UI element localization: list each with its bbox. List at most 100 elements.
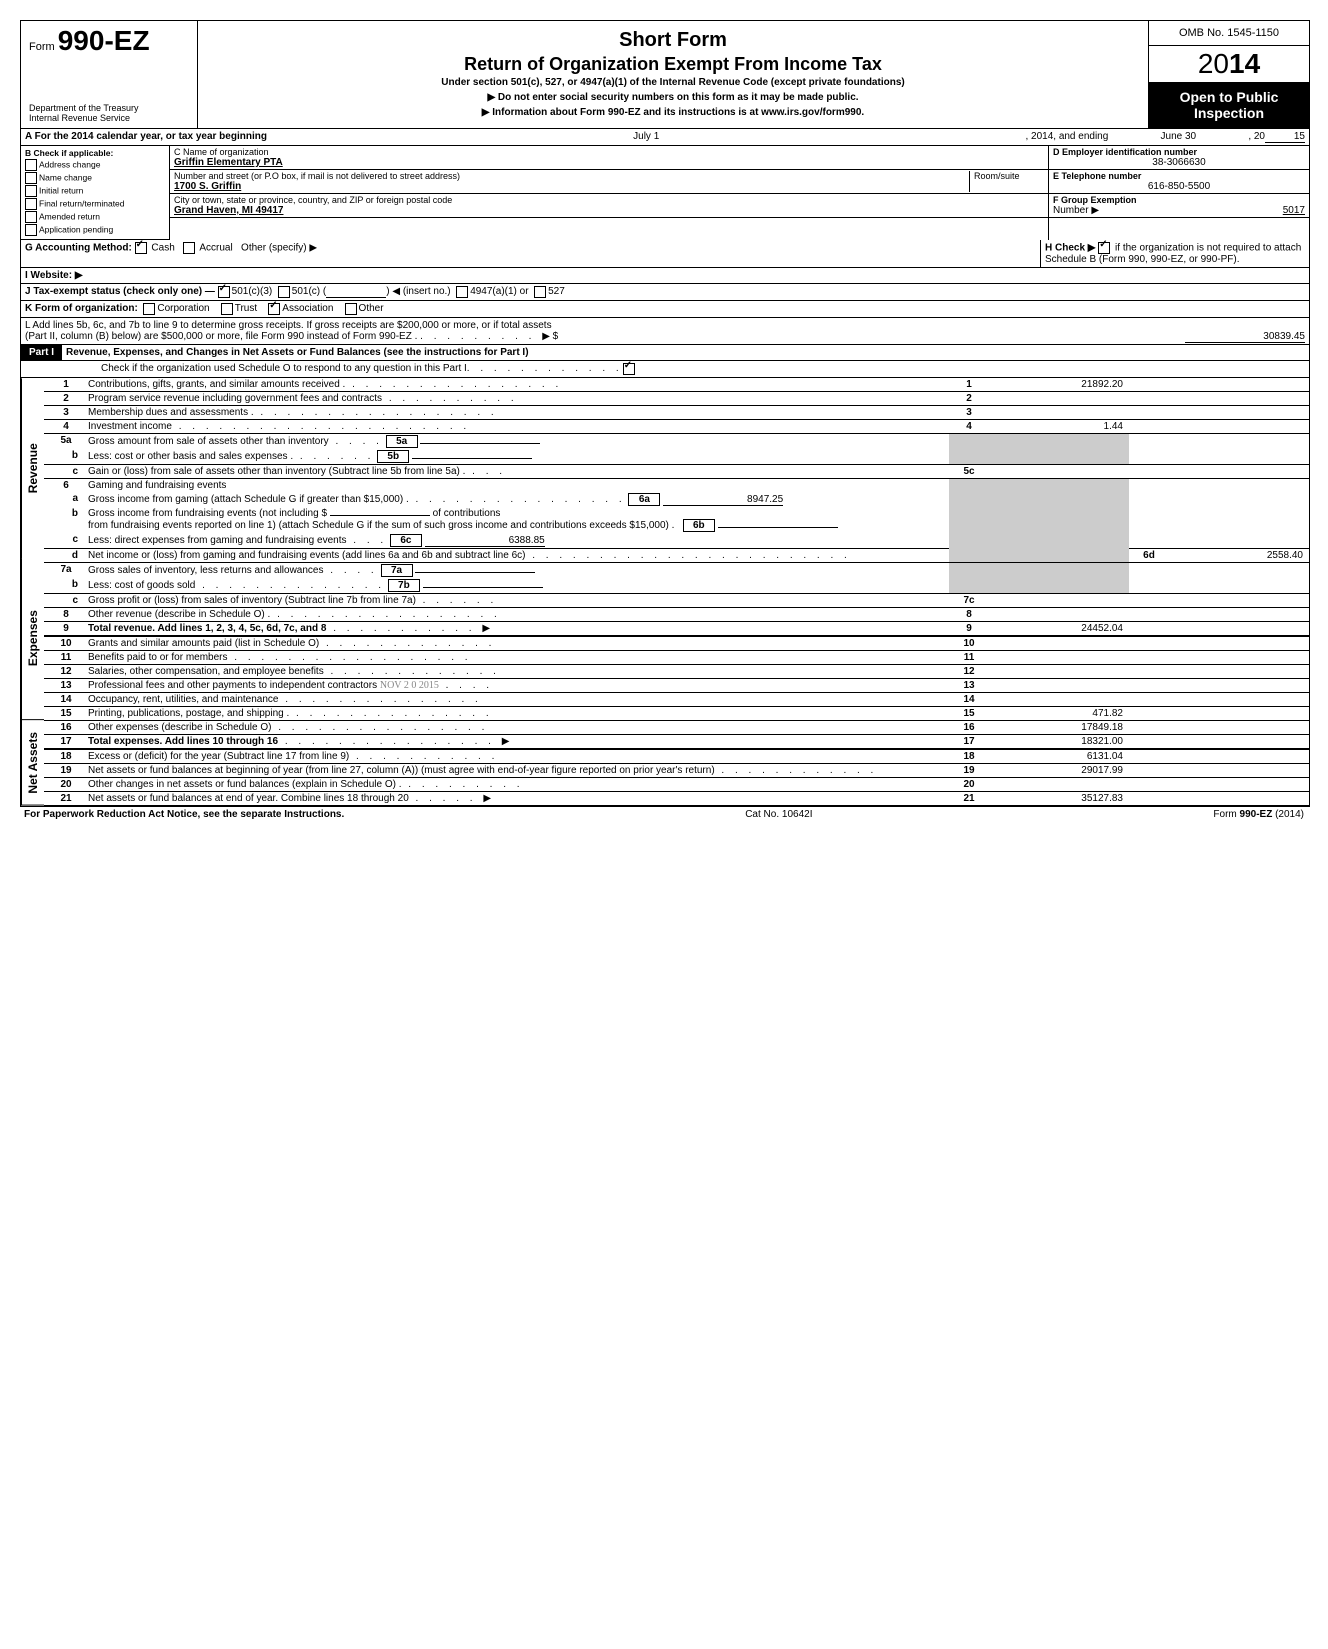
- e-value: 616-850-5500: [1053, 181, 1305, 192]
- line-10: 10 Grants and similar amounts paid (list…: [44, 636, 1309, 651]
- line-15: 15 Printing, publications, postage, and …: [44, 707, 1309, 721]
- l-text2: (Part II, column (B) below) are $500,000…: [25, 331, 417, 342]
- g-label: G Accounting Method:: [25, 243, 132, 254]
- open-public-2: Inspection: [1151, 105, 1307, 121]
- g-accrual: Accrual: [199, 243, 232, 254]
- open-public-1: Open to Public: [1151, 89, 1307, 105]
- j-label: J Tax-exempt status (check only one) —: [25, 286, 215, 298]
- line-a-prefix: A For the 2014 calendar year, or tax yea…: [25, 131, 267, 143]
- year-bold: 14: [1229, 48, 1260, 79]
- open-public: Open to Public Inspection: [1149, 83, 1309, 128]
- b-amended-return[interactable]: Amended return: [25, 211, 165, 223]
- c-addr-row: Number and street (or P.O box, if mail i…: [170, 170, 1048, 194]
- k-trust: Trust: [235, 303, 257, 315]
- c-city: Grand Haven, MI 49417: [174, 205, 1044, 216]
- tax-year: 2014: [1149, 46, 1309, 83]
- j-501c-checkbox[interactable]: [278, 286, 290, 298]
- vert-netassets: Net Assets: [21, 720, 44, 806]
- line-18: 18 Excess or (deficit) for the year (Sub…: [44, 749, 1309, 764]
- h-label: H Check ▶: [1045, 243, 1095, 254]
- f-value: 5017: [1283, 205, 1305, 216]
- j-opt4: 527: [548, 286, 565, 298]
- g-cash: Cash: [151, 243, 174, 254]
- part1-checkbox[interactable]: [623, 363, 635, 375]
- j-insert-no[interactable]: [326, 286, 386, 298]
- l-value: 30839.45: [1185, 331, 1305, 343]
- dept2: Internal Revenue Service: [29, 114, 189, 124]
- footer-right: Form 990-EZ (2014): [1213, 809, 1304, 820]
- k-other-checkbox[interactable]: [345, 303, 357, 315]
- line-3: 3 Membership dues and assessments . . . …: [44, 406, 1309, 420]
- lines-container: 1 Contributions, gifts, grants, and simi…: [44, 378, 1309, 806]
- k-assoc-checkbox[interactable]: [268, 303, 280, 315]
- part1-label: Part I: [21, 345, 62, 360]
- line-a-end-year-prefix: , 20: [1248, 131, 1265, 143]
- b-name-change[interactable]: Name change: [25, 172, 165, 184]
- j-opt2: 501(c) (: [292, 286, 326, 298]
- footer-mid: Cat No. 10642I: [745, 809, 812, 820]
- line-a-end-year: 15: [1265, 131, 1305, 143]
- j-527-checkbox[interactable]: [534, 286, 546, 298]
- line-6: 6 Gaming and fundraising events: [44, 479, 1309, 493]
- section-b-label: B Check if applicable:: [25, 148, 165, 158]
- b-application-pending[interactable]: Application pending: [25, 224, 165, 236]
- k-assoc: Association: [282, 303, 333, 315]
- e-label: E Telephone number: [1053, 171, 1305, 181]
- l-arrow: ▶ $: [542, 331, 558, 342]
- part1-body: Revenue Expenses Net Assets 1 Contributi…: [21, 378, 1309, 806]
- line-5c: c Gain or (loss) from sale of assets oth…: [44, 465, 1309, 479]
- line-h: H Check ▶ if the organization is not req…: [1040, 240, 1309, 267]
- line-16: 16 Other expenses (describe in Schedule …: [44, 721, 1309, 735]
- line-j: J Tax-exempt status (check only one) — 5…: [21, 284, 1309, 301]
- g-cash-checkbox[interactable]: [135, 242, 147, 254]
- section-def: D Employer identification number 38-3066…: [1048, 146, 1309, 240]
- lines-table: 1 Contributions, gifts, grants, and simi…: [44, 378, 1309, 806]
- line-7a: 7a Gross sales of inventory, less return…: [44, 563, 1309, 579]
- year-prefix: 20: [1198, 48, 1229, 79]
- line-11: 11 Benefits paid to or for members . . .…: [44, 651, 1309, 665]
- k-label: K Form of organization:: [25, 303, 138, 315]
- line-12: 12 Salaries, other compensation, and emp…: [44, 665, 1309, 679]
- c-name: Griffin Elementary PTA: [174, 157, 1044, 168]
- info-line: ▶ Information about Form 990-EZ and its …: [208, 107, 1138, 118]
- section-f: F Group Exemption Number ▶ 5017: [1049, 194, 1309, 218]
- k-corp: Corporation: [157, 303, 209, 315]
- h-checkbox[interactable]: [1098, 242, 1110, 254]
- form-number-cell: Form 990-EZ Department of the Treasury I…: [21, 21, 198, 128]
- b-address-change[interactable]: Address change: [25, 159, 165, 171]
- j-4947-checkbox[interactable]: [456, 286, 468, 298]
- subtitle: Under section 501(c), 527, or 4947(a)(1)…: [208, 77, 1138, 88]
- l-text1: L Add lines 5b, 6c, and 7b to line 9 to …: [25, 320, 1305, 331]
- part1-check-row: Check if the organization used Schedule …: [21, 361, 1309, 378]
- b-final-return[interactable]: Final return/terminated: [25, 198, 165, 210]
- department: Department of the Treasury Internal Reve…: [29, 104, 189, 124]
- line-13: 13 Professional fees and other payments …: [44, 679, 1309, 693]
- g-accrual-checkbox[interactable]: [183, 242, 195, 254]
- k-other: Other: [359, 303, 384, 315]
- footer-left: For Paperwork Reduction Act Notice, see …: [24, 809, 344, 820]
- vert-expenses: Expenses: [21, 558, 44, 720]
- title-cell: Short Form Return of Organization Exempt…: [198, 21, 1149, 128]
- j-opt1: 501(c)(3): [232, 286, 273, 298]
- form-number-text: 990-EZ: [58, 25, 150, 56]
- vert-revenue: Revenue: [21, 378, 44, 558]
- line-g: G Accounting Method: Cash Accrual Other …: [21, 240, 1040, 267]
- j-opt3: 4947(a)(1) or: [470, 286, 528, 298]
- c-city-row: City or town, state or province, country…: [170, 194, 1048, 218]
- section-c: C Name of organization Griffin Elementar…: [170, 146, 1048, 240]
- line-20: 20 Other changes in net assets or fund b…: [44, 778, 1309, 792]
- part1-check-text: Check if the organization used Schedule …: [101, 363, 467, 375]
- b-initial-return[interactable]: Initial return: [25, 185, 165, 197]
- form-990ez: Form 990-EZ Department of the Treasury I…: [20, 20, 1310, 807]
- k-corp-checkbox[interactable]: [143, 303, 155, 315]
- line-a: A For the 2014 calendar year, or tax yea…: [21, 129, 1309, 146]
- line-21: 21 Net assets or fund balances at end of…: [44, 792, 1309, 806]
- footer: For Paperwork Reduction Act Notice, see …: [20, 807, 1308, 822]
- line-g-h: G Accounting Method: Cash Accrual Other …: [21, 240, 1309, 268]
- line-2: 2 Program service revenue including gove…: [44, 392, 1309, 406]
- c-name-label: C Name of organization: [174, 147, 1044, 157]
- k-trust-checkbox[interactable]: [221, 303, 233, 315]
- f-number-label: Number ▶: [1053, 205, 1099, 216]
- j-501c3-checkbox[interactable]: [218, 286, 230, 298]
- form-number: Form 990-EZ: [29, 25, 189, 57]
